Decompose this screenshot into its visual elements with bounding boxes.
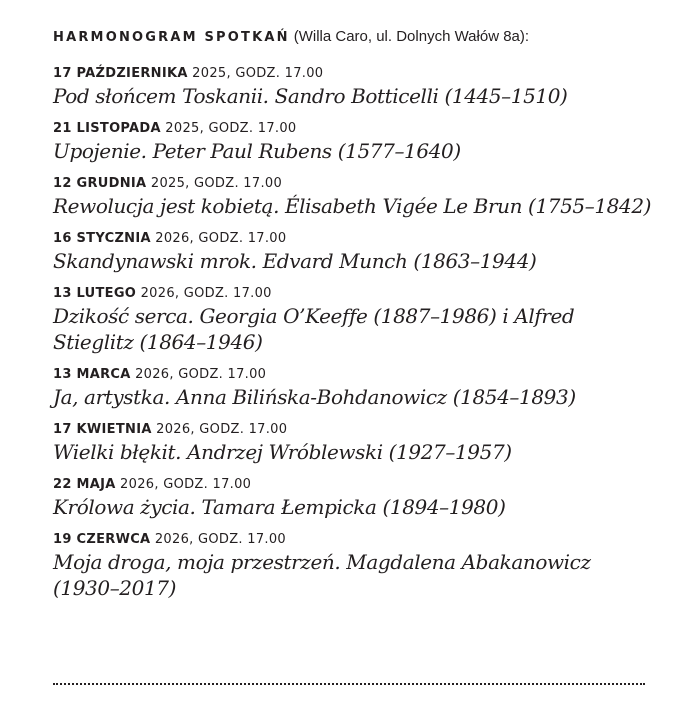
- schedule-header: HARMONOGRAM SPOTKAŃ (Willa Caro, ul. Doln…: [53, 28, 653, 45]
- entry-date: 13 MARCA 2026, GODZ. 17.00: [53, 366, 653, 384]
- entry-date-day: 12 GRUDNIA: [53, 176, 147, 191]
- entry-list: 17 PAŹDZIERNIKA 2025, GODZ. 17.00 Pod sł…: [53, 65, 653, 601]
- entry-title: Pod słońcem Toskanii. Sandro Botticelli …: [53, 84, 568, 108]
- entry-date: 17 KWIETNIA 2026, GODZ. 17.00: [53, 421, 653, 439]
- entry-date-day: 17 KWIETNIA: [53, 422, 152, 437]
- entry-date-time: 2026, GODZ. 17.00: [136, 286, 272, 301]
- entry-date-time: 2026, GODZ. 17.00: [130, 367, 267, 382]
- entry-title: Wielki błękit. Andrzej Wróblewski (1927–…: [53, 440, 512, 464]
- schedule-entry: 19 CZERWCA 2026, GODZ. 17.00 Moja droga,…: [53, 531, 653, 601]
- entry-title: Rewolucja jest kobietą. Élisabeth Vigée …: [53, 194, 652, 218]
- schedule-entry: 16 STYCZNIA 2026, GODZ. 17.00 Skandynaws…: [53, 230, 653, 274]
- entry-date-time: 2026, GODZ. 17.00: [115, 477, 252, 492]
- entry-date-time: 2026, GODZ. 17.00: [150, 532, 287, 547]
- entry-date-day: 16 STYCZNIA: [53, 231, 151, 246]
- schedule-title: HARMONOGRAM SPOTKAŃ: [53, 30, 290, 45]
- schedule-entry: 22 MAJA 2026, GODZ. 17.00 Królowa życia.…: [53, 476, 653, 520]
- entry-title: Ja, artystka. Anna Bilińska-Bohdanowicz …: [53, 385, 576, 409]
- entry-date: 12 GRUDNIA 2025, GODZ. 17.00: [53, 175, 653, 193]
- schedule-location: (Willa Caro, ul. Dolnych Wałów 8a):: [293, 28, 530, 45]
- entry-date-day: 17 PAŹDZIERNIKA: [53, 66, 188, 81]
- entry-title: Skandynawski mrok. Edvard Munch (1863–19…: [53, 249, 537, 273]
- entry-date-day: 13 MARCA: [53, 367, 131, 382]
- entry-date-day: 13 LUTEGO: [53, 286, 137, 301]
- schedule-entry: 13 MARCA 2026, GODZ. 17.00 Ja, artystka.…: [53, 366, 653, 410]
- entry-date-time: 2025, GODZ. 17.00: [187, 66, 324, 81]
- entry-title: Upojenie. Peter Paul Rubens (1577–1640): [53, 139, 461, 163]
- entry-date-day: 21 LISTOPADA: [53, 121, 161, 136]
- entry-date-time: 2026, GODZ. 17.00: [150, 231, 287, 246]
- schedule: HARMONOGRAM SPOTKAŃ (Willa Caro, ul. Doln…: [53, 28, 653, 612]
- schedule-entry: 17 PAŹDZIERNIKA 2025, GODZ. 17.00 Pod sł…: [53, 65, 653, 109]
- schedule-entry: 12 GRUDNIA 2025, GODZ. 17.00 Rewolucja j…: [53, 175, 653, 219]
- entry-date-time: 2025, GODZ. 17.00: [146, 176, 283, 191]
- entry-title: Królowa życia. Tamara Łempicka (1894–198…: [53, 495, 506, 519]
- entry-date: 17 PAŹDZIERNIKA 2025, GODZ. 17.00: [53, 65, 653, 83]
- entry-date: 19 CZERWCA 2026, GODZ. 17.00: [53, 531, 653, 549]
- entry-title: Moja droga, moja przestrzeń. Magdalena A…: [53, 550, 591, 600]
- entry-date-day: 19 CZERWCA: [53, 532, 151, 547]
- dotted-divider: [53, 683, 645, 685]
- entry-date-time: 2025, GODZ. 17.00: [160, 121, 297, 136]
- entry-date: 13 LUTEGO 2026, GODZ. 17.00: [53, 285, 653, 303]
- schedule-entry: 13 LUTEGO 2026, GODZ. 17.00 Dzikość serc…: [53, 285, 653, 355]
- entry-date: 22 MAJA 2026, GODZ. 17.00: [53, 476, 653, 494]
- entry-date-day: 22 MAJA: [53, 477, 116, 492]
- schedule-entry: 17 KWIETNIA 2026, GODZ. 17.00 Wielki błę…: [53, 421, 653, 465]
- entry-title: Dzikość serca. Georgia O’Keeffe (1887–19…: [53, 304, 575, 354]
- entry-date: 16 STYCZNIA 2026, GODZ. 17.00: [53, 230, 653, 248]
- entry-date: 21 LISTOPADA 2025, GODZ. 17.00: [53, 120, 653, 138]
- entry-date-time: 2026, GODZ. 17.00: [151, 422, 288, 437]
- schedule-entry: 21 LISTOPADA 2025, GODZ. 17.00 Upojenie.…: [53, 120, 653, 164]
